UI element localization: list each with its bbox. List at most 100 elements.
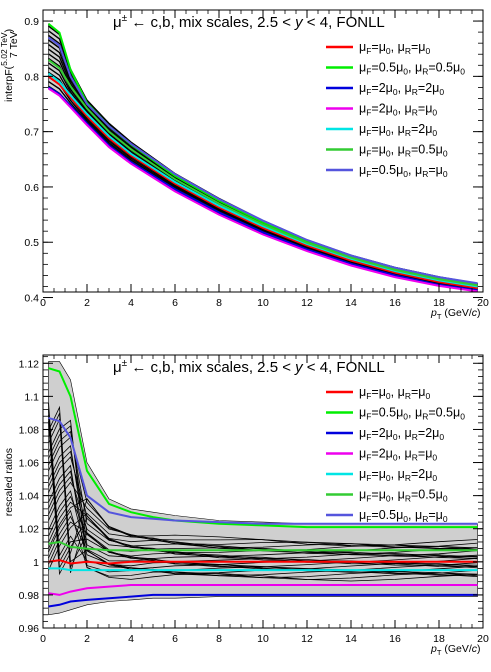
- variation-line: [48, 417, 478, 573]
- legend-sub: 0: [460, 67, 465, 77]
- top-panel: 0 2 4 6 8 10 12 14 16 18 200.40.50.60.70.80.9 μ± ← …: [0, 9, 489, 321]
- legend-sub: 0: [403, 514, 408, 524]
- legend-mid: , μ: [408, 508, 422, 522]
- legend-eq: =μ: [371, 143, 386, 157]
- legend-label-3: μF=2μ0, μR=μ0: [359, 102, 437, 118]
- legend-sub: 0: [393, 432, 398, 442]
- title-y: y: [294, 359, 304, 376]
- legend-eq: =μ: [371, 488, 386, 502]
- legend-sub: R: [422, 412, 428, 422]
- legend-sub: 0: [425, 391, 430, 401]
- legend-eq: =0.5μ: [371, 61, 403, 75]
- legend-eq2: =μ: [418, 102, 433, 116]
- ylabel-den: 7 TeV: [8, 31, 20, 58]
- legend-sub: R: [405, 149, 411, 159]
- legend-sub: 0: [386, 149, 391, 159]
- variation-line: [48, 501, 478, 557]
- variation-line: [48, 450, 478, 565]
- legend-sub: R: [412, 453, 418, 463]
- legend-sub: R: [422, 169, 428, 179]
- ylabel-num: 5.02 TeV: [0, 32, 9, 66]
- legend-sub: F: [366, 46, 371, 56]
- legend-mid: , μ: [408, 61, 422, 75]
- legend-eq: =2μ: [371, 426, 392, 440]
- y-tick-label: 1: [33, 557, 39, 569]
- title-mid: ← c,b, mix scales, 2.5 <: [127, 359, 295, 376]
- x-tick-label: 8: [216, 633, 222, 645]
- y-tick-label: 0.96: [19, 623, 40, 635]
- legend-label-5: μF=μ0, μR=0.5μ0: [359, 143, 448, 159]
- y-tick-label: 0.8: [24, 71, 39, 83]
- series-line-3: [47, 87, 478, 293]
- x-axis-label: pT (GeV/c): [430, 643, 481, 657]
- legend-mu: μ: [359, 40, 366, 54]
- legend-eq2: =μ: [428, 163, 443, 177]
- x-tick-label: 12: [301, 633, 313, 645]
- legend-sub: R: [405, 391, 411, 401]
- variation-line: [48, 405, 478, 573]
- x-tick-label: 20: [477, 633, 489, 645]
- legend-eq2: =2μ: [411, 467, 432, 481]
- legend-eq2: =0.5μ: [411, 143, 443, 157]
- x-tick-label: 12: [301, 297, 313, 309]
- legend-eq: =μ: [371, 122, 386, 136]
- legend-sub: F: [366, 128, 371, 138]
- x-tick-label: 20: [477, 297, 489, 309]
- legend-label-6: μF=0.5μ0, μR=μ0: [359, 508, 448, 524]
- legend-mu: μ: [359, 122, 366, 136]
- legend-sub: F: [366, 473, 371, 483]
- y-tick-label: 1.1: [24, 391, 39, 403]
- legend-mu: μ: [359, 163, 366, 177]
- legend-sub: 0: [386, 128, 391, 138]
- x-tick-label: 14: [345, 297, 357, 309]
- x-tick-label: 16: [389, 297, 401, 309]
- legend-mu: μ: [359, 508, 366, 522]
- legend-sub: 0: [425, 46, 430, 56]
- legend-mu: μ: [359, 385, 366, 399]
- title-post: < 4, FONLL: [303, 359, 385, 376]
- legend-sub: 0: [432, 108, 437, 118]
- legend-eq2: =0.5μ: [411, 488, 443, 502]
- legend-sub: 0: [443, 169, 448, 179]
- legend-eq: =2μ: [371, 81, 392, 95]
- y-tick-label: 0.6: [24, 182, 39, 194]
- legend-sub: F: [366, 169, 371, 179]
- x-tick-label: 4: [128, 633, 134, 645]
- legend-mid: , μ: [408, 163, 422, 177]
- legend-mu: μ: [359, 143, 366, 157]
- legend-eq2: =0.5μ: [428, 61, 460, 75]
- legend-sub: F: [366, 453, 371, 463]
- x-tick-label: 14: [345, 633, 357, 645]
- legend-label-2: μF=2μ0, μR=2μ0: [359, 426, 444, 442]
- legend-sub: R: [405, 128, 411, 138]
- variation-line: [48, 67, 478, 290]
- ylabel-close: ): [3, 29, 15, 33]
- legend-eq: =0.5μ: [371, 508, 403, 522]
- y-tick-label: 1.04: [19, 491, 40, 503]
- legend-sub: F: [366, 412, 371, 422]
- legend-mu: μ: [359, 61, 366, 75]
- legend-mid: , μ: [391, 122, 405, 136]
- legend-sub: 0: [443, 494, 448, 504]
- title-pm: ±: [122, 358, 128, 369]
- legend-sub: F: [366, 432, 371, 442]
- legend-mu: μ: [359, 81, 366, 95]
- series-line-3: [48, 584, 478, 596]
- legend-sub: 0: [460, 412, 465, 422]
- legend-sub: 0: [403, 412, 408, 422]
- variation-line: [48, 481, 478, 551]
- uncertainty-band: [48, 361, 478, 616]
- y-tick-label: 0.9: [24, 16, 39, 28]
- legend-sub: F: [366, 514, 371, 524]
- xlabel-close: ): [477, 307, 481, 319]
- legend-label-2: μF=2μ0, μR=2μ0: [359, 81, 444, 97]
- legend-mid: , μ: [391, 40, 405, 54]
- x-axis-label: pT (GeV/c): [430, 307, 481, 321]
- legend-eq: =0.5μ: [371, 163, 403, 177]
- legend-label-6: μF=0.5μ0, μR=μ0: [359, 163, 448, 179]
- legend-sub: R: [405, 494, 411, 504]
- x-tick-label: 4: [128, 297, 134, 309]
- y-tick-label: 0.4: [24, 293, 39, 305]
- y-tick-label: 1.06: [19, 458, 40, 470]
